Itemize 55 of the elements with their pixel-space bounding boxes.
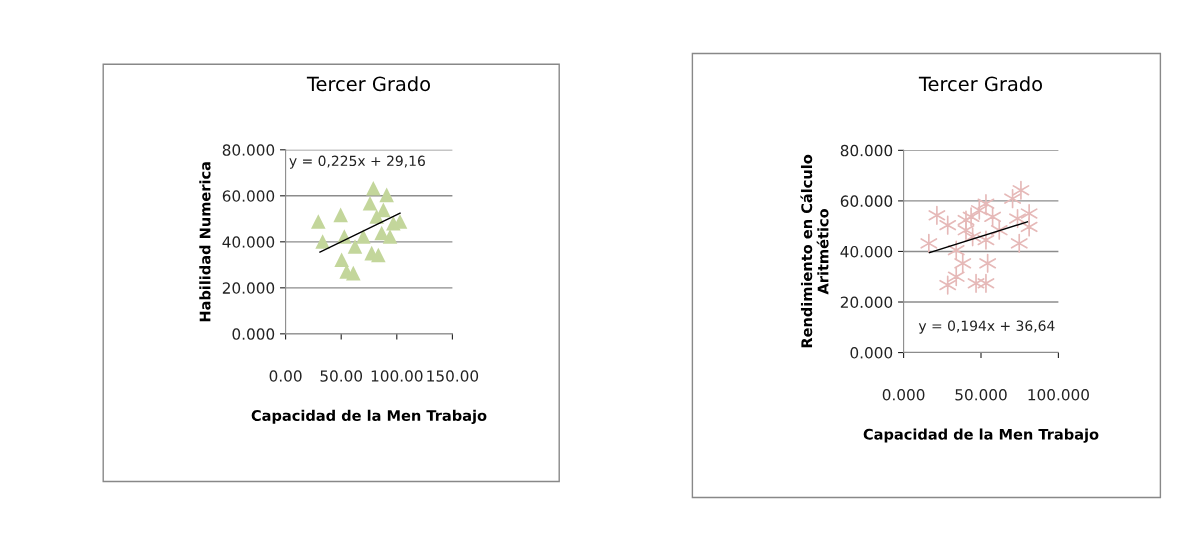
point bbox=[962, 207, 980, 227]
point bbox=[371, 247, 386, 263]
y-axis-title: Rendimiento en Cálculo Aritmético bbox=[800, 154, 829, 348]
point bbox=[967, 273, 985, 293]
y-tick-label: 20.000 bbox=[222, 282, 275, 294]
x-tick-label: 100.00 bbox=[371, 370, 423, 382]
point bbox=[379, 187, 394, 203]
x-tick-label: 50.000 bbox=[955, 388, 1007, 401]
x-tick-label: 100.000 bbox=[1028, 388, 1089, 401]
y-tick-label: 20.000 bbox=[840, 296, 893, 309]
point bbox=[939, 215, 957, 235]
point bbox=[947, 240, 965, 260]
point bbox=[954, 253, 972, 273]
point bbox=[920, 233, 938, 253]
point bbox=[362, 195, 378, 211]
y-tick-label: 80.000 bbox=[840, 144, 893, 157]
point bbox=[990, 220, 1008, 240]
x-tick-label: 0.00 bbox=[269, 370, 302, 382]
point bbox=[376, 202, 391, 218]
y-axis-title: Habilidad Numerica bbox=[199, 162, 211, 322]
x-axis-title: Capacidad de la Men Trabajo bbox=[251, 409, 487, 424]
y-tick-label: 60.000 bbox=[222, 190, 275, 202]
point bbox=[346, 265, 361, 281]
y-tick-label: 40.000 bbox=[222, 236, 275, 248]
y-tick-label: 40.000 bbox=[840, 245, 893, 258]
point bbox=[374, 225, 389, 241]
point bbox=[1012, 180, 1030, 200]
y-tick-label: 60.000 bbox=[840, 195, 893, 207]
point bbox=[939, 275, 957, 295]
x-tick-label: 0.000 bbox=[882, 388, 925, 401]
point bbox=[977, 273, 995, 293]
point bbox=[315, 234, 330, 249]
point bbox=[334, 252, 349, 268]
point bbox=[347, 239, 363, 254]
annotation: y = 0,194x + 36,64 bbox=[918, 320, 1055, 334]
x-tick-label: 150.00 bbox=[427, 370, 479, 382]
y-tick-label: 0.000 bbox=[232, 328, 275, 340]
y-tick-label: 80.000 bbox=[222, 144, 275, 156]
point bbox=[333, 207, 348, 223]
point bbox=[977, 194, 995, 214]
point bbox=[356, 229, 371, 244]
point bbox=[1020, 217, 1038, 237]
point bbox=[311, 214, 326, 229]
point bbox=[977, 230, 995, 250]
x-axis-title: Capacidad de la Men Trabajo bbox=[863, 428, 1099, 443]
point bbox=[947, 267, 965, 287]
x-tick-label: 50.00 bbox=[320, 370, 363, 382]
point bbox=[382, 229, 398, 244]
y-tick-label: 0.000 bbox=[850, 347, 893, 359]
point bbox=[1010, 233, 1028, 253]
chart-title: Tercer Grado bbox=[306, 76, 431, 92]
point bbox=[928, 205, 946, 225]
annotation: y = 0,225x + 29,16 bbox=[289, 155, 425, 169]
chart-title: Tercer Grado bbox=[918, 76, 1043, 92]
point bbox=[366, 180, 381, 196]
